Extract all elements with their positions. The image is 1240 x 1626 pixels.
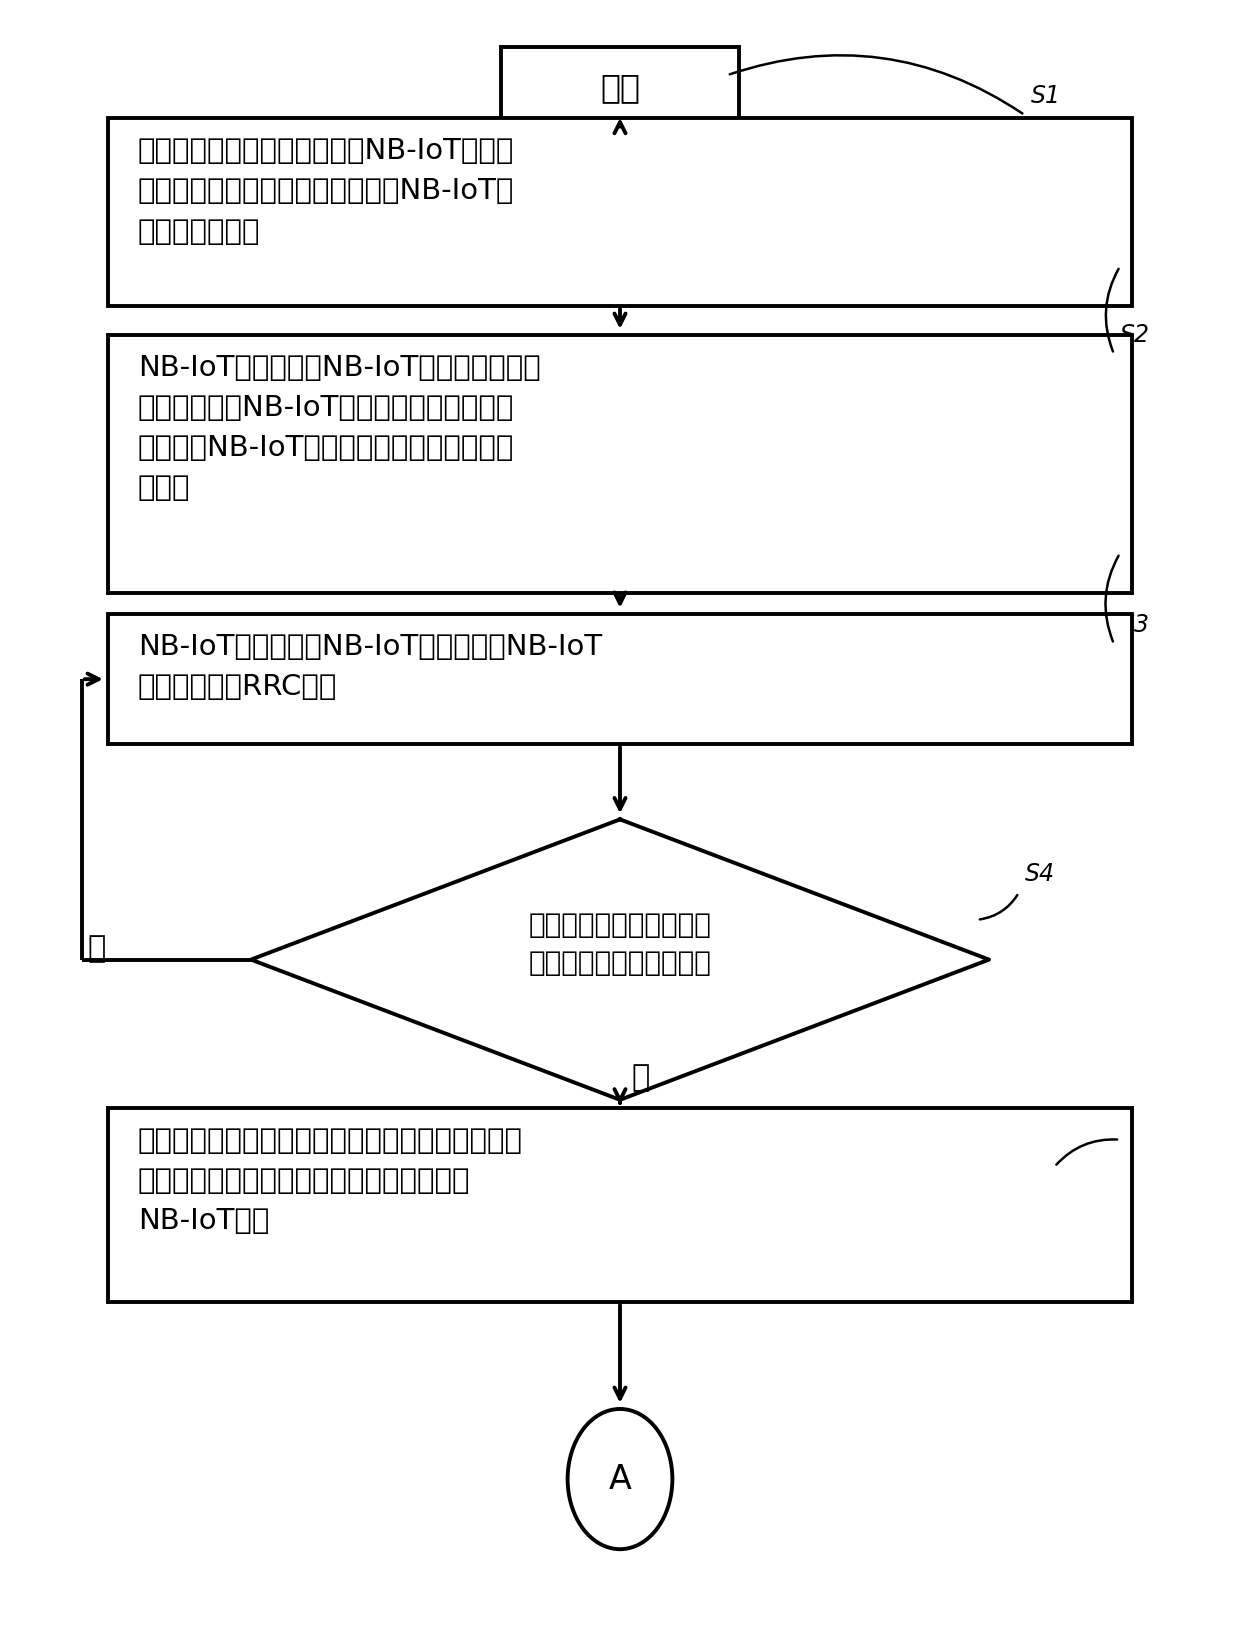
Text: 在若干粉尘的监测点布置有一NB-IoT终端设
备，并在应用服务器平台上对所有NB-IoT终
端设备进行注册: 在若干粉尘的监测点布置有一NB-IoT终端设 备，并在应用服务器平台上对所有NB… (138, 137, 515, 246)
Text: S2: S2 (1120, 324, 1149, 346)
Text: NB-IoT终端设备的NB-IoT终端通过随机接
入过程与电信NB-IoT基站建立初始化连接，
并被电信NB-IoT基站分配好网络数据传输资
源信息: NB-IoT终端设备的NB-IoT终端通过随机接 入过程与电信NB-IoT基站建… (138, 354, 541, 502)
Text: 启动粉尘传感器，数据处理模块从粉尘传感器中获
取粉尘浓度数据，并将粉尘浓度数据发送至
NB-IoT终端: 启动粉尘传感器，数据处理模块从粉尘传感器中获 取粉尘浓度数据，并将粉尘浓度数据发… (138, 1127, 523, 1236)
Text: S1: S1 (1030, 85, 1060, 107)
Bar (501, 47, 739, 130)
Bar (108, 335, 1132, 593)
Bar (108, 1107, 1132, 1302)
Text: S4: S4 (1024, 862, 1055, 886)
Text: 判断粉尘传感器的启动间
隔时间是否到达预设时间: 判断粉尘传感器的启动间 隔时间是否到达预设时间 (528, 911, 712, 977)
Bar (108, 613, 1132, 745)
Text: 否: 否 (87, 933, 105, 963)
Text: S3: S3 (1120, 613, 1149, 637)
Circle shape (568, 1410, 672, 1550)
Bar (108, 119, 1132, 306)
Text: NB-IoT终端设备的NB-IoT终端与电信NB-IoT
基站之间建立RRC连接: NB-IoT终端设备的NB-IoT终端与电信NB-IoT 基站之间建立RRC连接 (138, 633, 601, 701)
Text: 开始: 开始 (600, 72, 640, 104)
Text: S5: S5 (1060, 1135, 1090, 1159)
Text: 是: 是 (632, 1063, 650, 1093)
Text: A: A (609, 1462, 631, 1496)
